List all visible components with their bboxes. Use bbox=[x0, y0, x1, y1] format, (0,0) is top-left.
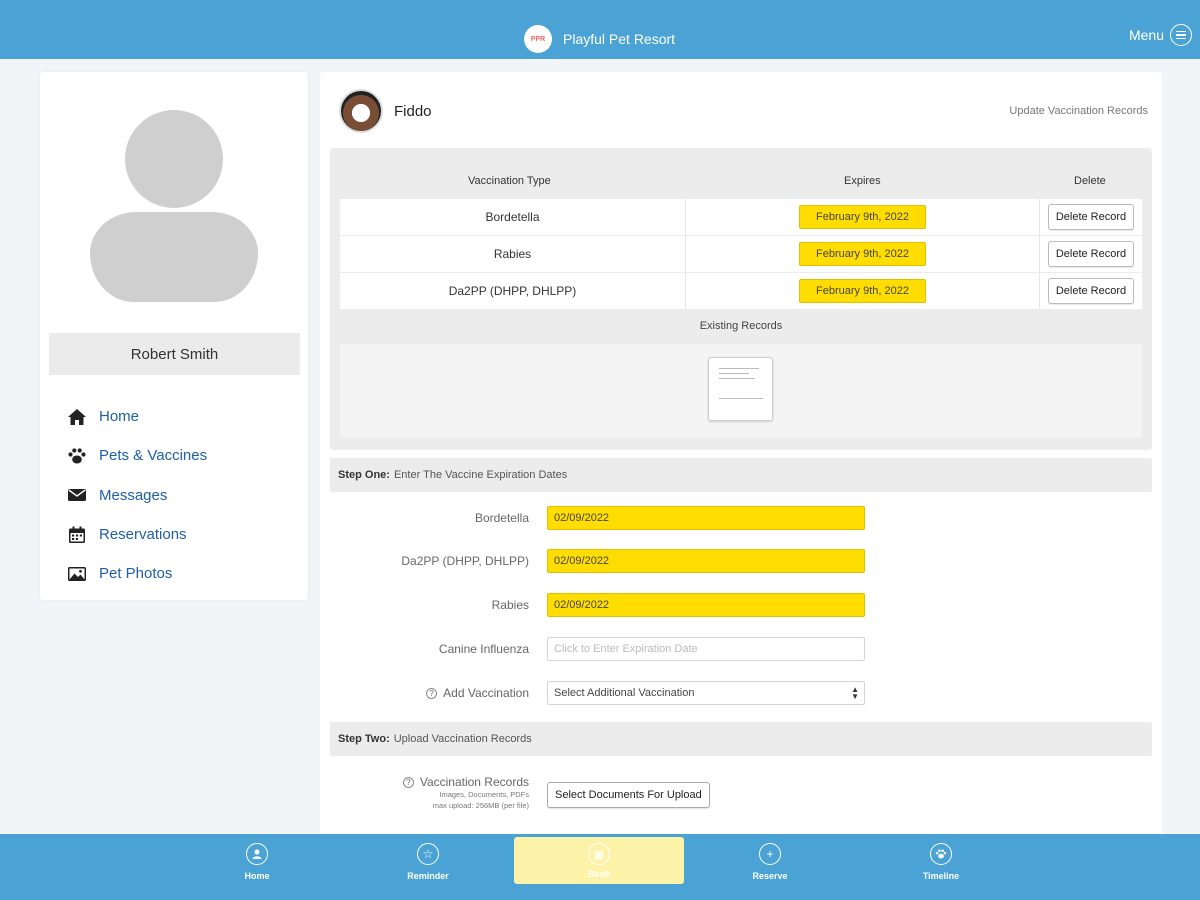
tab-book[interactable]: ▦ Book bbox=[514, 837, 684, 884]
star-icon: ☆ bbox=[417, 843, 439, 865]
delete-record-button[interactable]: Delete Record bbox=[1047, 204, 1135, 230]
pet-name: Fiddo bbox=[394, 103, 432, 120]
form-row: Bordetella bbox=[320, 506, 1162, 530]
tab-label: Timeline bbox=[922, 871, 960, 881]
sidebar-item-label: Pet Photos bbox=[99, 565, 173, 583]
user-name: Robert Smith bbox=[49, 333, 300, 375]
step-two-header: Step Two: Upload Vaccination Records bbox=[330, 722, 1152, 756]
tab-reminder[interactable]: ☆ Reminder bbox=[368, 834, 488, 900]
vaccination-records-label: Vaccination Records bbox=[419, 775, 529, 789]
paw-icon bbox=[66, 446, 88, 466]
upload-limit: max upload: 256MB (per file) bbox=[432, 801, 529, 810]
hamburger-icon bbox=[1170, 24, 1192, 46]
bordetella-date-field[interactable] bbox=[547, 506, 865, 530]
document-thumbnail[interactable] bbox=[708, 357, 773, 421]
sidebar-item-messages[interactable]: Messages bbox=[66, 476, 207, 515]
vaccination-type: Rabies bbox=[340, 236, 686, 272]
step-two-text: Upload Vaccination Records bbox=[393, 733, 532, 745]
tab-label: Book bbox=[587, 869, 611, 879]
delete-record-button[interactable]: Delete Record bbox=[1047, 278, 1135, 304]
upload-hint: Images, Documents, PDFs bbox=[439, 790, 529, 799]
step-one-header: Step One: Enter The Vaccine Expiration D… bbox=[330, 458, 1152, 492]
select-documents-button[interactable]: Select Documents For Upload bbox=[547, 782, 710, 808]
menu-button[interactable]: Menu bbox=[1129, 24, 1192, 46]
brand-logo: PPR bbox=[524, 25, 552, 53]
photo-icon bbox=[66, 564, 88, 584]
da2pp-date-field[interactable] bbox=[547, 549, 865, 573]
delete-record-button[interactable]: Delete Record bbox=[1047, 241, 1135, 267]
column-header-expires: Expires bbox=[844, 175, 881, 187]
select-arrows-icon: ▲ ▼ bbox=[851, 685, 859, 701]
field-label: Canine Influenza bbox=[438, 642, 529, 656]
help-icon[interactable]: ? bbox=[426, 688, 438, 699]
plus-circle-icon: + bbox=[759, 843, 781, 865]
tab-label: Reminder bbox=[407, 871, 449, 881]
field-label: Rabies bbox=[491, 598, 529, 612]
field-label: Da2PP (DHPP, DHLPP) bbox=[401, 554, 529, 568]
paw-circle-icon bbox=[930, 843, 952, 865]
expiration-date: February 9th, 2022 bbox=[799, 205, 926, 229]
expiration-date: February 9th, 2022 bbox=[799, 279, 926, 303]
sidebar-item-label: Reservations bbox=[99, 526, 187, 544]
step-one-title: Step One: bbox=[338, 469, 390, 481]
upload-label: ? Vaccination Records Images, Documents, … bbox=[402, 775, 529, 811]
home-icon bbox=[66, 407, 88, 427]
tab-label: Home bbox=[244, 871, 270, 881]
column-header-type: Vaccination Type bbox=[468, 175, 551, 187]
add-vaccination-label: Add Vaccination bbox=[443, 686, 529, 700]
tab-home[interactable]: Home bbox=[197, 834, 317, 900]
step-two-title: Step Two: bbox=[338, 733, 390, 745]
form-row: Da2PP (DHPP, DHLPP) bbox=[320, 549, 1162, 573]
sidebar-item-home[interactable]: Home bbox=[66, 397, 207, 436]
tab-label: Reserve bbox=[752, 871, 788, 881]
form-row: ? Add Vaccination Select Additional Vacci… bbox=[320, 681, 1162, 705]
existing-records-title: Existing Records bbox=[699, 320, 783, 332]
expiration-date: February 9th, 2022 bbox=[799, 242, 926, 266]
help-icon[interactable]: ? bbox=[402, 777, 414, 788]
vaccination-type: Da2PP (DHPP, DHLPP) bbox=[340, 273, 686, 309]
calendar-circle-icon: ▦ bbox=[588, 843, 610, 865]
sidebar-item-label: Messages bbox=[99, 486, 168, 504]
top-app-bar: PPR Playful Pet Resort Menu bbox=[0, 0, 1200, 59]
additional-vaccination-select[interactable]: Select Additional Vaccination ▲ ▼ bbox=[547, 681, 865, 705]
existing-records-area bbox=[340, 344, 1142, 438]
sidebar-item-pet-photos[interactable]: Pet Photos bbox=[66, 554, 207, 593]
calendar-icon bbox=[66, 525, 88, 545]
tab-reserve[interactable]: + Reserve bbox=[710, 834, 830, 900]
brand[interactable]: PPR Playful Pet Resort bbox=[524, 25, 675, 53]
envelope-icon bbox=[66, 485, 88, 505]
sidebar-item-pets-vaccines[interactable]: Pets & Vaccines bbox=[66, 436, 207, 475]
pet-avatar bbox=[339, 89, 383, 133]
column-header-delete: Delete bbox=[1074, 175, 1106, 187]
menu-label: Menu bbox=[1128, 27, 1164, 43]
table-row: Rabies February 9th, 2022 Delete Record bbox=[340, 236, 1142, 272]
update-vaccination-link[interactable]: Update Vaccination Records bbox=[1009, 105, 1148, 117]
sidebar-nav: Home Pets & Vaccines Messages Reservatio… bbox=[66, 397, 207, 593]
field-label: Bordetella bbox=[474, 511, 529, 525]
tab-timeline[interactable]: Timeline bbox=[881, 834, 1001, 900]
app-title: Playful Pet Resort bbox=[563, 31, 676, 47]
sidebar-item-label: Pets & Vaccines bbox=[99, 447, 208, 465]
table-header: Vaccination Type Expires Delete bbox=[340, 175, 1142, 191]
select-value: Select Additional Vaccination bbox=[554, 687, 695, 699]
form-row: Rabies bbox=[320, 593, 1162, 617]
user-avatar bbox=[88, 110, 260, 302]
rabies-date-field[interactable] bbox=[547, 593, 865, 617]
table-row: Bordetella February 9th, 2022 Delete Rec… bbox=[340, 199, 1142, 235]
vaccination-panel: Fiddo Update Vaccination Records Vaccina… bbox=[320, 72, 1162, 842]
form-row: Canine Influenza bbox=[320, 637, 1162, 661]
vaccination-type: Bordetella bbox=[340, 199, 686, 235]
canine-influenza-date-field[interactable] bbox=[547, 637, 865, 661]
table-row: Da2PP (DHPP, DHLPP) February 9th, 2022 D… bbox=[340, 273, 1142, 309]
profile-sidebar: Robert Smith Home Pets & Vaccines Messag… bbox=[40, 72, 308, 600]
step-one-text: Enter The Vaccine Expiration Dates bbox=[393, 469, 568, 481]
bottom-tab-bar: Home ☆ Reminder ▦ Book + Reserve Timelin… bbox=[0, 834, 1200, 900]
user-circle-icon bbox=[246, 843, 268, 865]
vaccination-records-table: Vaccination Type Expires Delete Bordetel… bbox=[330, 148, 1152, 450]
sidebar-item-reservations[interactable]: Reservations bbox=[66, 515, 207, 554]
sidebar-item-label: Home bbox=[99, 408, 140, 426]
